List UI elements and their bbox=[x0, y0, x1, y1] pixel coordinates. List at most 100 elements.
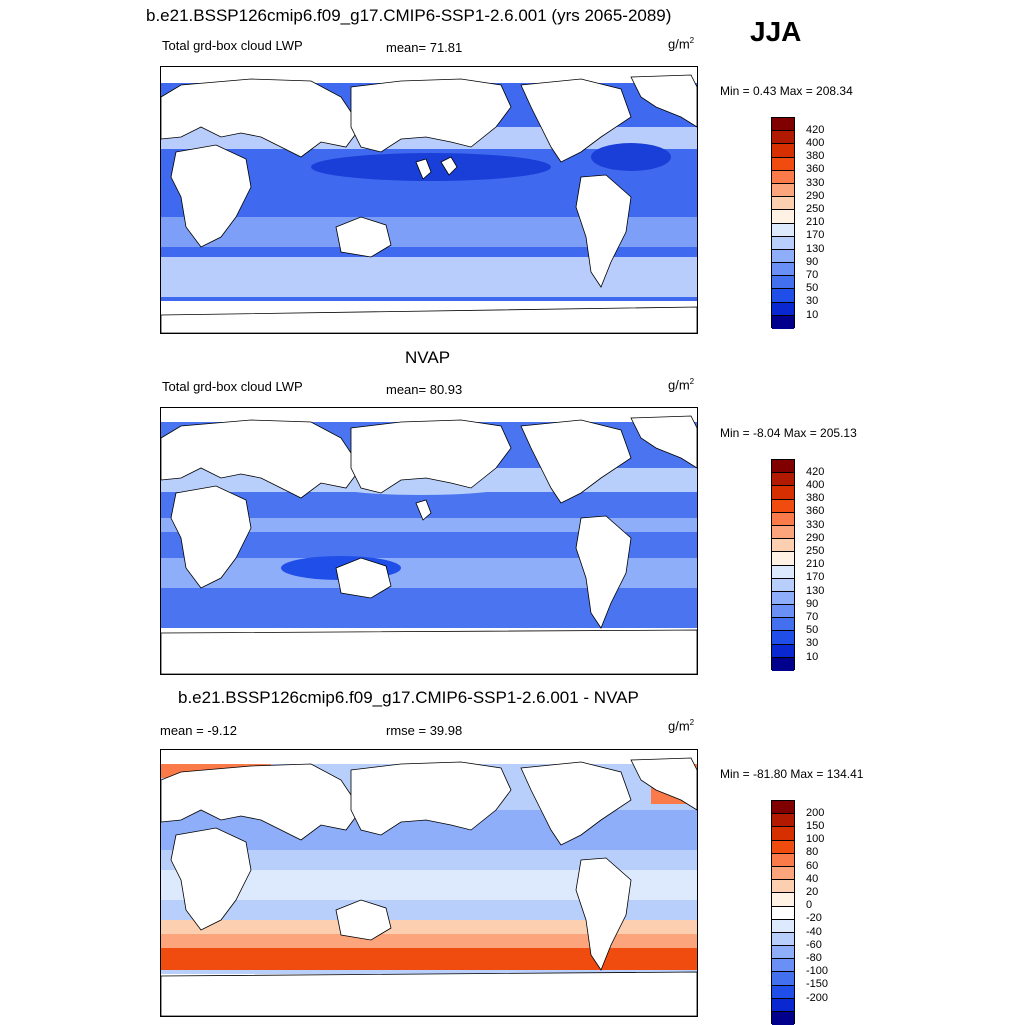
colorbar-swatch bbox=[772, 853, 794, 867]
colorbar-swatch bbox=[772, 315, 794, 329]
cbar-tick: 70 bbox=[806, 610, 819, 623]
colorbar-swatch bbox=[772, 866, 794, 881]
panel3-units: g/m2 bbox=[668, 718, 695, 734]
colorbar-swatch bbox=[772, 118, 794, 132]
cbar-tick: 130 bbox=[806, 242, 825, 255]
colorbar-swatch bbox=[772, 657, 794, 671]
cbar-tick: 30 bbox=[806, 637, 819, 650]
colorbar-swatch bbox=[772, 499, 794, 513]
cbar-tick: 90 bbox=[806, 597, 819, 610]
colorbar-swatch bbox=[772, 170, 794, 184]
colorbar-swatch bbox=[772, 236, 794, 250]
panel3-map bbox=[160, 749, 698, 1017]
panel2-units: g/m2 bbox=[668, 377, 695, 393]
cbar-tick: -150 bbox=[806, 978, 829, 991]
cbar-tick: -40 bbox=[806, 925, 822, 938]
panel2-variable: Total grd-box cloud LWP bbox=[162, 379, 303, 394]
colorbar-swatch bbox=[772, 932, 794, 947]
cbar-tick: 100 bbox=[806, 833, 825, 846]
colorbar-swatch bbox=[772, 289, 794, 303]
colorbar-swatch bbox=[772, 644, 794, 658]
panel3-rmse: rmse = 39.98 bbox=[386, 723, 463, 738]
cbar-tick: 200 bbox=[806, 806, 825, 819]
panel3-title: b.e21.BSSP126cmip6.f09_g17.CMIP6-SSP1-2.… bbox=[178, 688, 639, 707]
cbar-tick: -20 bbox=[806, 912, 822, 925]
colorbar-swatch bbox=[772, 998, 794, 1012]
cbar-tick: 250 bbox=[806, 202, 825, 215]
colorbar-swatch bbox=[772, 840, 794, 854]
main-title: b.e21.BSSP126cmip6.f09_g17.CMIP6-SSP1-2.… bbox=[146, 6, 672, 25]
colorbar-swatch bbox=[772, 959, 794, 973]
cbar-tick: 360 bbox=[806, 163, 825, 176]
panel3-colorbar bbox=[771, 800, 795, 1025]
colorbar-swatch bbox=[772, 486, 794, 500]
cbar-tick: 380 bbox=[806, 492, 825, 505]
colorbar-swatch bbox=[772, 197, 794, 211]
panel2-map bbox=[160, 407, 698, 675]
colorbar-swatch bbox=[772, 906, 794, 920]
colorbar-swatch bbox=[772, 131, 794, 145]
panel1-mean: mean= 71.81 bbox=[386, 40, 463, 55]
panel1-continents bbox=[161, 74, 697, 333]
colorbar-swatch bbox=[772, 919, 794, 933]
colorbar-swatch bbox=[772, 460, 794, 474]
colorbar-swatch bbox=[772, 210, 794, 224]
cbar-tick: 10 bbox=[806, 308, 819, 321]
panel3-mean: mean = -9.12 bbox=[160, 723, 237, 738]
panel1-colorbar bbox=[771, 117, 795, 329]
colorbar-swatch bbox=[772, 276, 794, 290]
cbar-tick: 30 bbox=[806, 295, 819, 308]
cbar-tick: 90 bbox=[806, 255, 819, 268]
colorbar-swatch bbox=[772, 618, 794, 632]
colorbar-swatch bbox=[772, 605, 794, 619]
season-label: JJA bbox=[750, 16, 802, 47]
colorbar-swatch bbox=[772, 512, 794, 526]
colorbar-swatch bbox=[772, 183, 794, 198]
cbar-tick: 330 bbox=[806, 176, 825, 189]
colorbar-swatch bbox=[772, 946, 794, 960]
cbar-tick: 210 bbox=[806, 216, 825, 229]
colorbar-swatch bbox=[772, 1012, 794, 1025]
cbar-tick: 290 bbox=[806, 531, 825, 544]
colorbar-swatch bbox=[772, 801, 794, 815]
cbar-tick: -200 bbox=[806, 991, 829, 1004]
colorbar-swatch bbox=[772, 249, 794, 264]
cbar-tick: 40 bbox=[806, 872, 819, 885]
cbar-tick: 80 bbox=[806, 846, 819, 859]
cbar-tick: 420 bbox=[806, 123, 825, 136]
colorbar-swatch bbox=[772, 565, 794, 579]
cbar-tick: 420 bbox=[806, 465, 825, 478]
colorbar-swatch bbox=[772, 302, 794, 316]
cbar-tick: 400 bbox=[806, 136, 825, 149]
cbar-tick: 360 bbox=[806, 505, 825, 518]
colorbar-swatch bbox=[772, 223, 794, 237]
colorbar-swatch bbox=[772, 552, 794, 566]
cbar-tick: 20 bbox=[806, 885, 819, 898]
panel3-continents bbox=[161, 757, 697, 1016]
colorbar-swatch bbox=[772, 814, 794, 828]
cbar-tick: 400 bbox=[806, 478, 825, 491]
panel1-units: g/m2 bbox=[668, 36, 695, 52]
cbar-tick: 10 bbox=[806, 650, 819, 663]
panel2-title: NVAP bbox=[405, 348, 451, 367]
cbar-tick: 330 bbox=[806, 518, 825, 531]
cbar-tick: 210 bbox=[806, 558, 825, 571]
colorbar-swatch bbox=[772, 263, 794, 277]
cbar-tick: -100 bbox=[806, 965, 829, 978]
cbar-tick: 150 bbox=[806, 819, 825, 832]
cbar-tick: 60 bbox=[806, 859, 819, 872]
panel2-minmax: Min = -8.04 Max = 205.13 bbox=[720, 426, 857, 440]
panel1-map bbox=[160, 66, 698, 334]
colorbar-swatch bbox=[772, 157, 794, 171]
colorbar-swatch bbox=[772, 525, 794, 540]
colorbar-swatch bbox=[772, 972, 794, 986]
cbar-tick: 70 bbox=[806, 268, 819, 281]
cbar-tick: 50 bbox=[806, 282, 819, 295]
colorbar-swatch bbox=[772, 985, 794, 999]
panel2-mean: mean= 80.93 bbox=[386, 382, 463, 397]
colorbar-swatch bbox=[772, 880, 794, 894]
cbar-tick: 170 bbox=[806, 229, 825, 242]
panel2-continents bbox=[161, 415, 697, 674]
cbar-tick: -80 bbox=[806, 951, 822, 964]
cbar-tick: 170 bbox=[806, 571, 825, 584]
